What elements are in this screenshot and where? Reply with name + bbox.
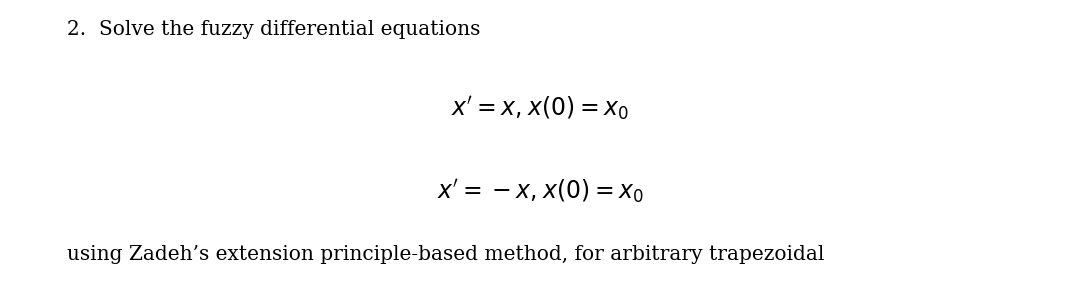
- Text: using Zadeh’s extension principle-based method, for arbitrary trapezoidal: using Zadeh’s extension principle-based …: [67, 245, 824, 263]
- Text: 2.  Solve the fuzzy differential equations: 2. Solve the fuzzy differential equation…: [67, 20, 481, 39]
- Text: $x' = -x, x(0) = x_0$: $x' = -x, x(0) = x_0$: [436, 177, 644, 205]
- Text: $x' = x, x(0) = x_0$: $x' = x, x(0) = x_0$: [451, 94, 629, 122]
